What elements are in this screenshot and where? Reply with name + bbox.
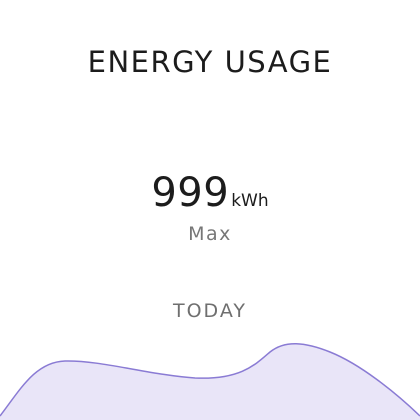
energy-unit: kWh [231,191,269,211]
value-label: Max [188,223,232,245]
usage-sparkline [0,343,420,420]
sparkline-line [0,343,420,417]
energy-value: 999 [151,170,230,216]
sparkline-area [0,343,420,420]
value-display: 999 kWh [0,170,420,216]
period-label: TODAY [173,300,247,322]
card-title: ENERGY USAGE [87,45,333,79]
